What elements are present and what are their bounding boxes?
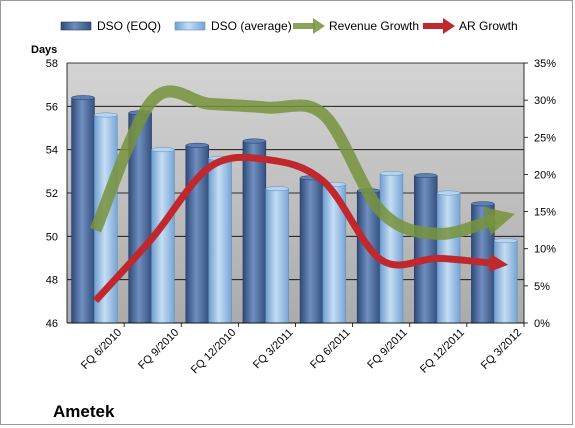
y-tick-label: 46	[46, 318, 58, 330]
bar-dso-eoq	[71, 97, 95, 324]
bar-cap	[471, 201, 495, 207]
bar-dso-average	[208, 158, 232, 324]
bar-dso-average	[379, 173, 404, 324]
legend-label: AR Growth	[459, 19, 518, 33]
bar-cap	[185, 142, 209, 148]
legend-arrow	[313, 18, 325, 34]
legend-label: DSO (EOQ)	[97, 19, 161, 33]
y-tick-label: 52	[46, 188, 58, 200]
bar-cap	[436, 190, 461, 196]
x-tick-label: FQ 9/2011	[365, 327, 410, 372]
y-axis-title: Days	[31, 44, 57, 56]
legend-label: DSO (average)	[211, 19, 292, 33]
y-tick-label: 54	[46, 145, 58, 157]
y2-tick-label: 15%	[534, 207, 556, 219]
x-tick-label: FQ 12/2011	[418, 327, 467, 376]
bars	[71, 95, 518, 324]
x-tick-label: FQ 3/2011	[251, 327, 296, 372]
y-tick-label: 48	[46, 275, 58, 287]
bar-cap	[265, 186, 289, 192]
bar-cap	[151, 147, 175, 153]
bar-cap	[414, 173, 438, 179]
bar-dso-eoq	[299, 177, 324, 324]
y2-tick-label: 0%	[534, 318, 550, 330]
legend-swatch-dso-average	[174, 21, 206, 31]
x-tick-label: FQ 12/2010	[189, 327, 239, 377]
x-tick-label: FQ 3/2012	[479, 327, 524, 372]
chart-title: Ametek	[53, 402, 115, 421]
revenue-growth-line	[90, 85, 515, 240]
bar-dso-average	[265, 188, 289, 324]
y2-tick-label: 35%	[534, 58, 556, 70]
bar-dso-average	[493, 240, 518, 324]
bar-dso-eoq	[414, 175, 438, 324]
ar-growth-line	[92, 153, 509, 304]
legend-label: Revenue Growth	[329, 19, 419, 33]
x-tick-label: FQ 6/2011	[308, 327, 353, 372]
y2-tick-label: 25%	[534, 132, 556, 144]
bar-dso-eoq	[242, 140, 267, 324]
legend: DSO (EOQ) DSO (average) Revenue Growth AR G…	[60, 18, 518, 34]
bar-cap	[494, 238, 518, 244]
growth-lines	[90, 85, 515, 304]
y2-tick-label: 20%	[534, 169, 556, 181]
y-tick-label: 56	[46, 101, 58, 113]
bar-cap	[242, 138, 267, 144]
x-tick-label: FQ 6/2010	[79, 327, 124, 372]
x-tick-label: FQ 9/2010	[136, 327, 181, 372]
y2-tick-label: 30%	[534, 95, 556, 107]
y2-tick-label: 5%	[534, 281, 550, 293]
y2-tick-label: 10%	[534, 244, 556, 256]
y-tick-label: 58	[46, 58, 58, 70]
bar-cap	[379, 171, 404, 176]
bar-cap	[94, 112, 118, 118]
legend-arrow	[443, 18, 455, 34]
y-tick-label: 50	[46, 231, 58, 243]
legend-swatch-dso-eoq	[60, 21, 92, 31]
bar-cap	[71, 95, 95, 101]
